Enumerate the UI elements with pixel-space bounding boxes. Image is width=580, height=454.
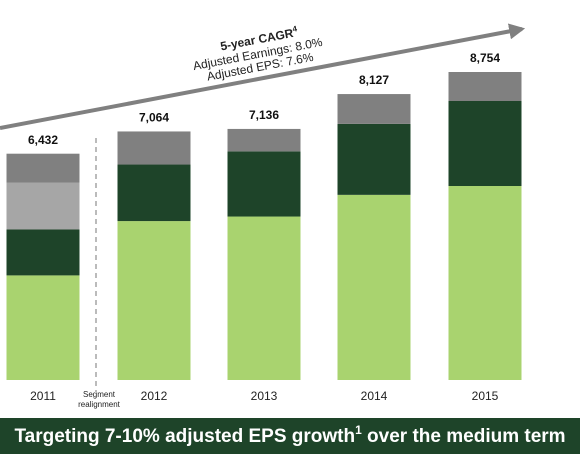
bar-segment (448, 100, 522, 186)
x-tick-label: 2014 (361, 389, 388, 403)
growth-arrow (0, 23, 526, 130)
bar-segment (337, 194, 411, 380)
x-tick-label: 2012 (141, 389, 168, 403)
bar-segment (117, 164, 191, 222)
total-label: 6,432 (28, 133, 58, 147)
x-tick-label: 2011 (30, 389, 56, 403)
divider-label: realignment (78, 400, 121, 409)
bar-segment (227, 128, 301, 152)
banner-part: over the medium term (362, 426, 566, 447)
bar-segment (117, 131, 191, 165)
bar-segment (6, 275, 80, 380)
bar-segment (6, 229, 80, 276)
bar-segment (448, 185, 522, 380)
banner (0, 418, 580, 454)
total-label: 8,754 (470, 51, 500, 65)
divider-label: Segment (83, 390, 116, 399)
bar-segment (227, 216, 301, 380)
total-label: 7,136 (249, 108, 279, 122)
total-label: 7,064 (139, 111, 169, 125)
cagr-sup: 4 (292, 24, 299, 34)
bar-segment (227, 151, 301, 217)
x-tick-label: 2013 (251, 389, 278, 403)
bar-segment (337, 123, 411, 195)
banner-part: Targeting 7-10% adjusted EPS growth (14, 426, 355, 447)
bar-segment (448, 72, 522, 101)
bar-segment (117, 221, 191, 380)
x-tick-label: 2015 (472, 389, 499, 403)
cagr-annotation: 5-year CAGR4 Adjusted Earnings: 8.0% Adj… (192, 24, 324, 83)
banner-sup: 1 (355, 423, 362, 437)
total-label: 8,127 (359, 73, 389, 87)
bar-segment (337, 94, 411, 124)
bar-segment (6, 153, 80, 183)
banner-text: Targeting 7-10% adjusted EPS growth1 ove… (14, 423, 565, 447)
bar-segment (6, 182, 80, 230)
